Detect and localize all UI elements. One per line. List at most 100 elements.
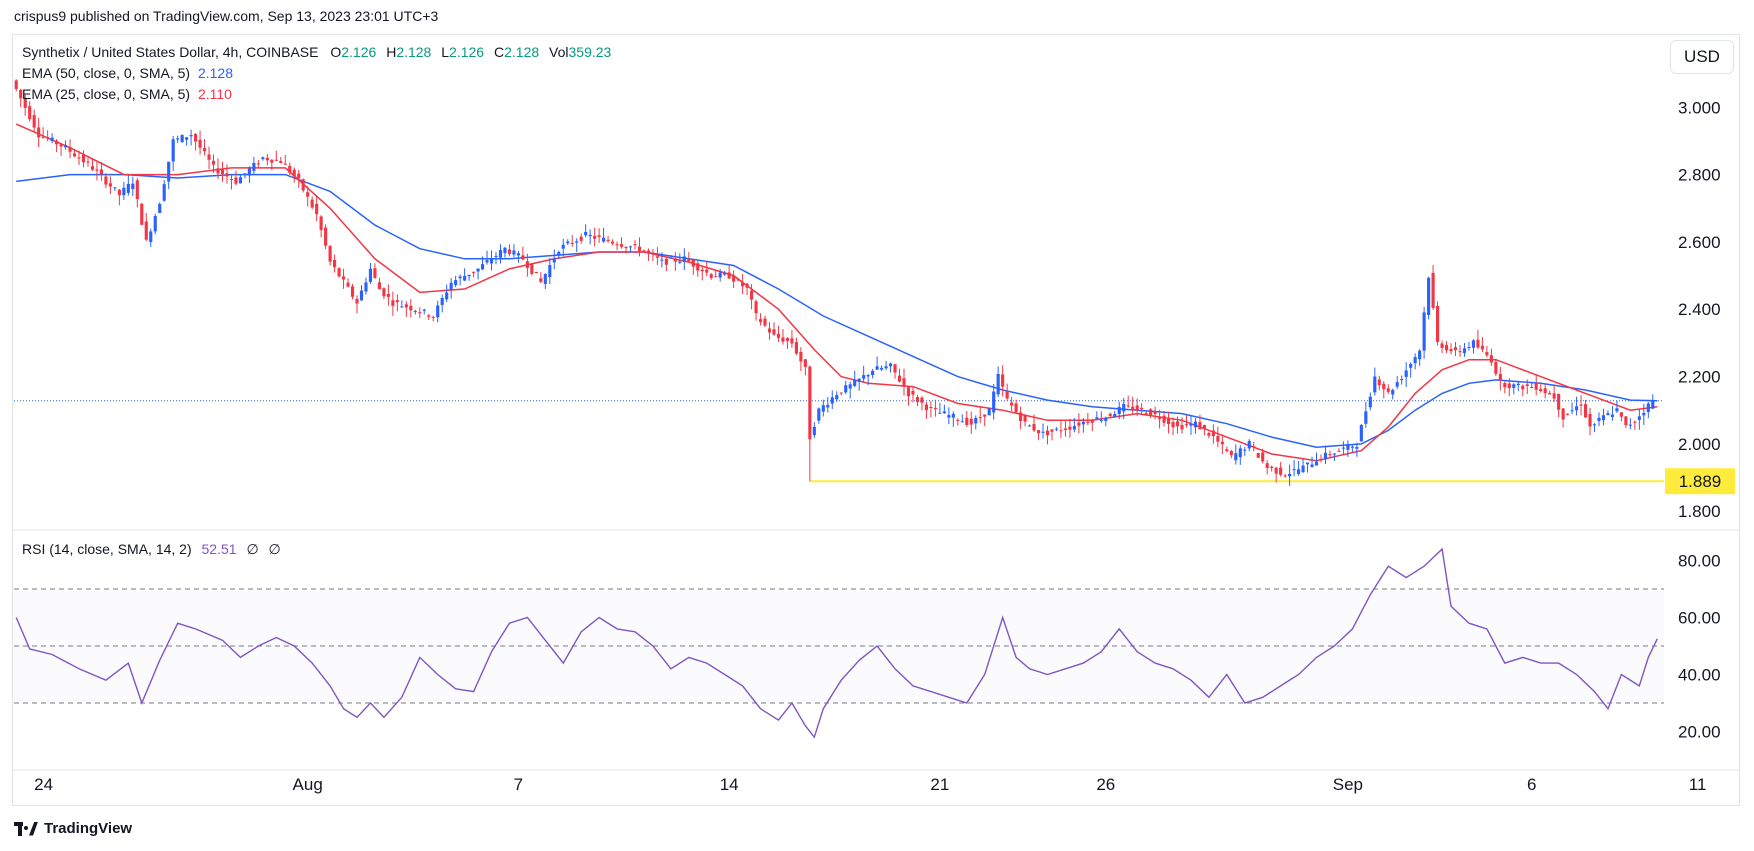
candle-body: [902, 378, 906, 387]
candle-body: [906, 387, 911, 397]
candle-body: [1301, 465, 1305, 472]
candle-body: [436, 305, 440, 318]
legend-ema25[interactable]: EMA (25, close, 0, SMA, 5) 2.110: [22, 86, 232, 102]
candle-body: [1175, 421, 1180, 427]
candle-body: [871, 370, 875, 376]
candle-body: [1081, 421, 1085, 425]
candle-body: [1462, 348, 1467, 354]
chart-frame[interactable]: [12, 34, 1740, 806]
candle-body: [1045, 430, 1050, 436]
candle-body: [1548, 392, 1552, 395]
candle-body: [1382, 383, 1386, 390]
candle-body: [781, 337, 785, 342]
candle-body: [1606, 413, 1610, 416]
candle-body: [28, 106, 32, 120]
candle-body: [355, 298, 359, 304]
candle-body: [933, 407, 937, 409]
candle-body: [1534, 383, 1538, 390]
candle-body: [1005, 391, 1009, 399]
candle-body: [915, 397, 920, 402]
candle-body: [736, 279, 740, 281]
support-label: 1.889: [1679, 472, 1722, 491]
candle-body: [176, 138, 180, 140]
candle-body: [77, 157, 81, 159]
candle-body: [1140, 408, 1144, 410]
candle-body: [714, 276, 718, 278]
candle-body: [189, 135, 193, 137]
candle-body: [1019, 412, 1023, 422]
candle-body: [866, 375, 870, 377]
candle-body: [1001, 374, 1005, 387]
candle-body: [270, 159, 274, 163]
tradingview-brand[interactable]: TradingView: [14, 820, 132, 837]
candle-body: [1274, 467, 1278, 474]
candle-body: [749, 290, 754, 300]
candle-body: [288, 165, 292, 173]
candle-body: [234, 177, 238, 184]
candle-body: [552, 258, 556, 263]
candle-body: [1377, 379, 1381, 386]
candle-body: [1507, 383, 1511, 389]
candle-body: [1104, 418, 1108, 422]
candle-body: [1561, 408, 1565, 420]
candle-body: [198, 139, 202, 148]
candle-body: [1265, 463, 1269, 468]
candle-body: [1615, 408, 1619, 412]
candle-body: [960, 421, 964, 423]
candle-body: [95, 169, 99, 171]
candle-body: [207, 154, 211, 160]
legend-ema50[interactable]: EMA (50, close, 0, SMA, 5) 2.128: [22, 65, 233, 81]
candle-body: [1193, 421, 1198, 428]
rsi-extra1: ∅: [246, 541, 259, 557]
price-tick: 2.000: [1678, 435, 1721, 454]
candle-body: [373, 268, 377, 278]
candle-body: [673, 258, 677, 262]
candle-body: [853, 380, 857, 386]
candle-body: [50, 137, 54, 141]
candle-body: [530, 263, 534, 274]
candle-body: [108, 183, 112, 187]
candle-body: [1144, 413, 1148, 415]
candle-body: [844, 385, 848, 393]
candle-body: [1180, 425, 1184, 430]
candle-body: [696, 263, 700, 271]
legend-symbol[interactable]: Synthetix / United States Dollar, 4h, CO…: [22, 44, 319, 60]
candle-body: [521, 255, 525, 260]
candle-body: [427, 315, 431, 317]
candle-body: [1279, 467, 1283, 475]
legend-rsi[interactable]: RSI (14, close, SMA, 14, 2) 52.51 ∅ ∅: [22, 541, 281, 558]
candle-body: [1184, 424, 1189, 426]
candle-body: [315, 203, 319, 215]
candle-body: [86, 161, 90, 163]
candle-body: [122, 187, 126, 196]
candle-body: [897, 375, 902, 382]
candle-body: [1476, 339, 1480, 348]
candle-body: [391, 300, 395, 306]
candle-body: [1350, 446, 1354, 448]
candle-body: [1252, 446, 1256, 448]
candle-body: [1651, 400, 1655, 409]
candle-body: [785, 338, 790, 341]
candle-body: [543, 274, 547, 284]
axes-group: 3.000 2.800 2.600 2.400 2.200 2.000 1.800 80.00…: [34, 98, 1721, 794]
candle-body: [1386, 388, 1390, 392]
candle-body: [758, 319, 763, 323]
candle-body: [68, 147, 72, 152]
currency-button[interactable]: USD: [1670, 40, 1734, 74]
candle-body: [1234, 453, 1238, 461]
candle-body: [1270, 466, 1274, 469]
candle-body: [566, 241, 570, 244]
candle-body: [252, 162, 256, 171]
candle-body: [333, 259, 337, 268]
candle-body: [149, 231, 153, 242]
candle-body: [575, 241, 579, 243]
candle-body: [220, 169, 225, 175]
candle-body: [965, 417, 969, 426]
candle-body: [1305, 462, 1310, 465]
candle-body: [1619, 412, 1623, 417]
candle-body: [1297, 469, 1301, 474]
candle-body: [1090, 420, 1094, 423]
candle-body: [104, 176, 108, 185]
candle-body: [525, 261, 529, 268]
